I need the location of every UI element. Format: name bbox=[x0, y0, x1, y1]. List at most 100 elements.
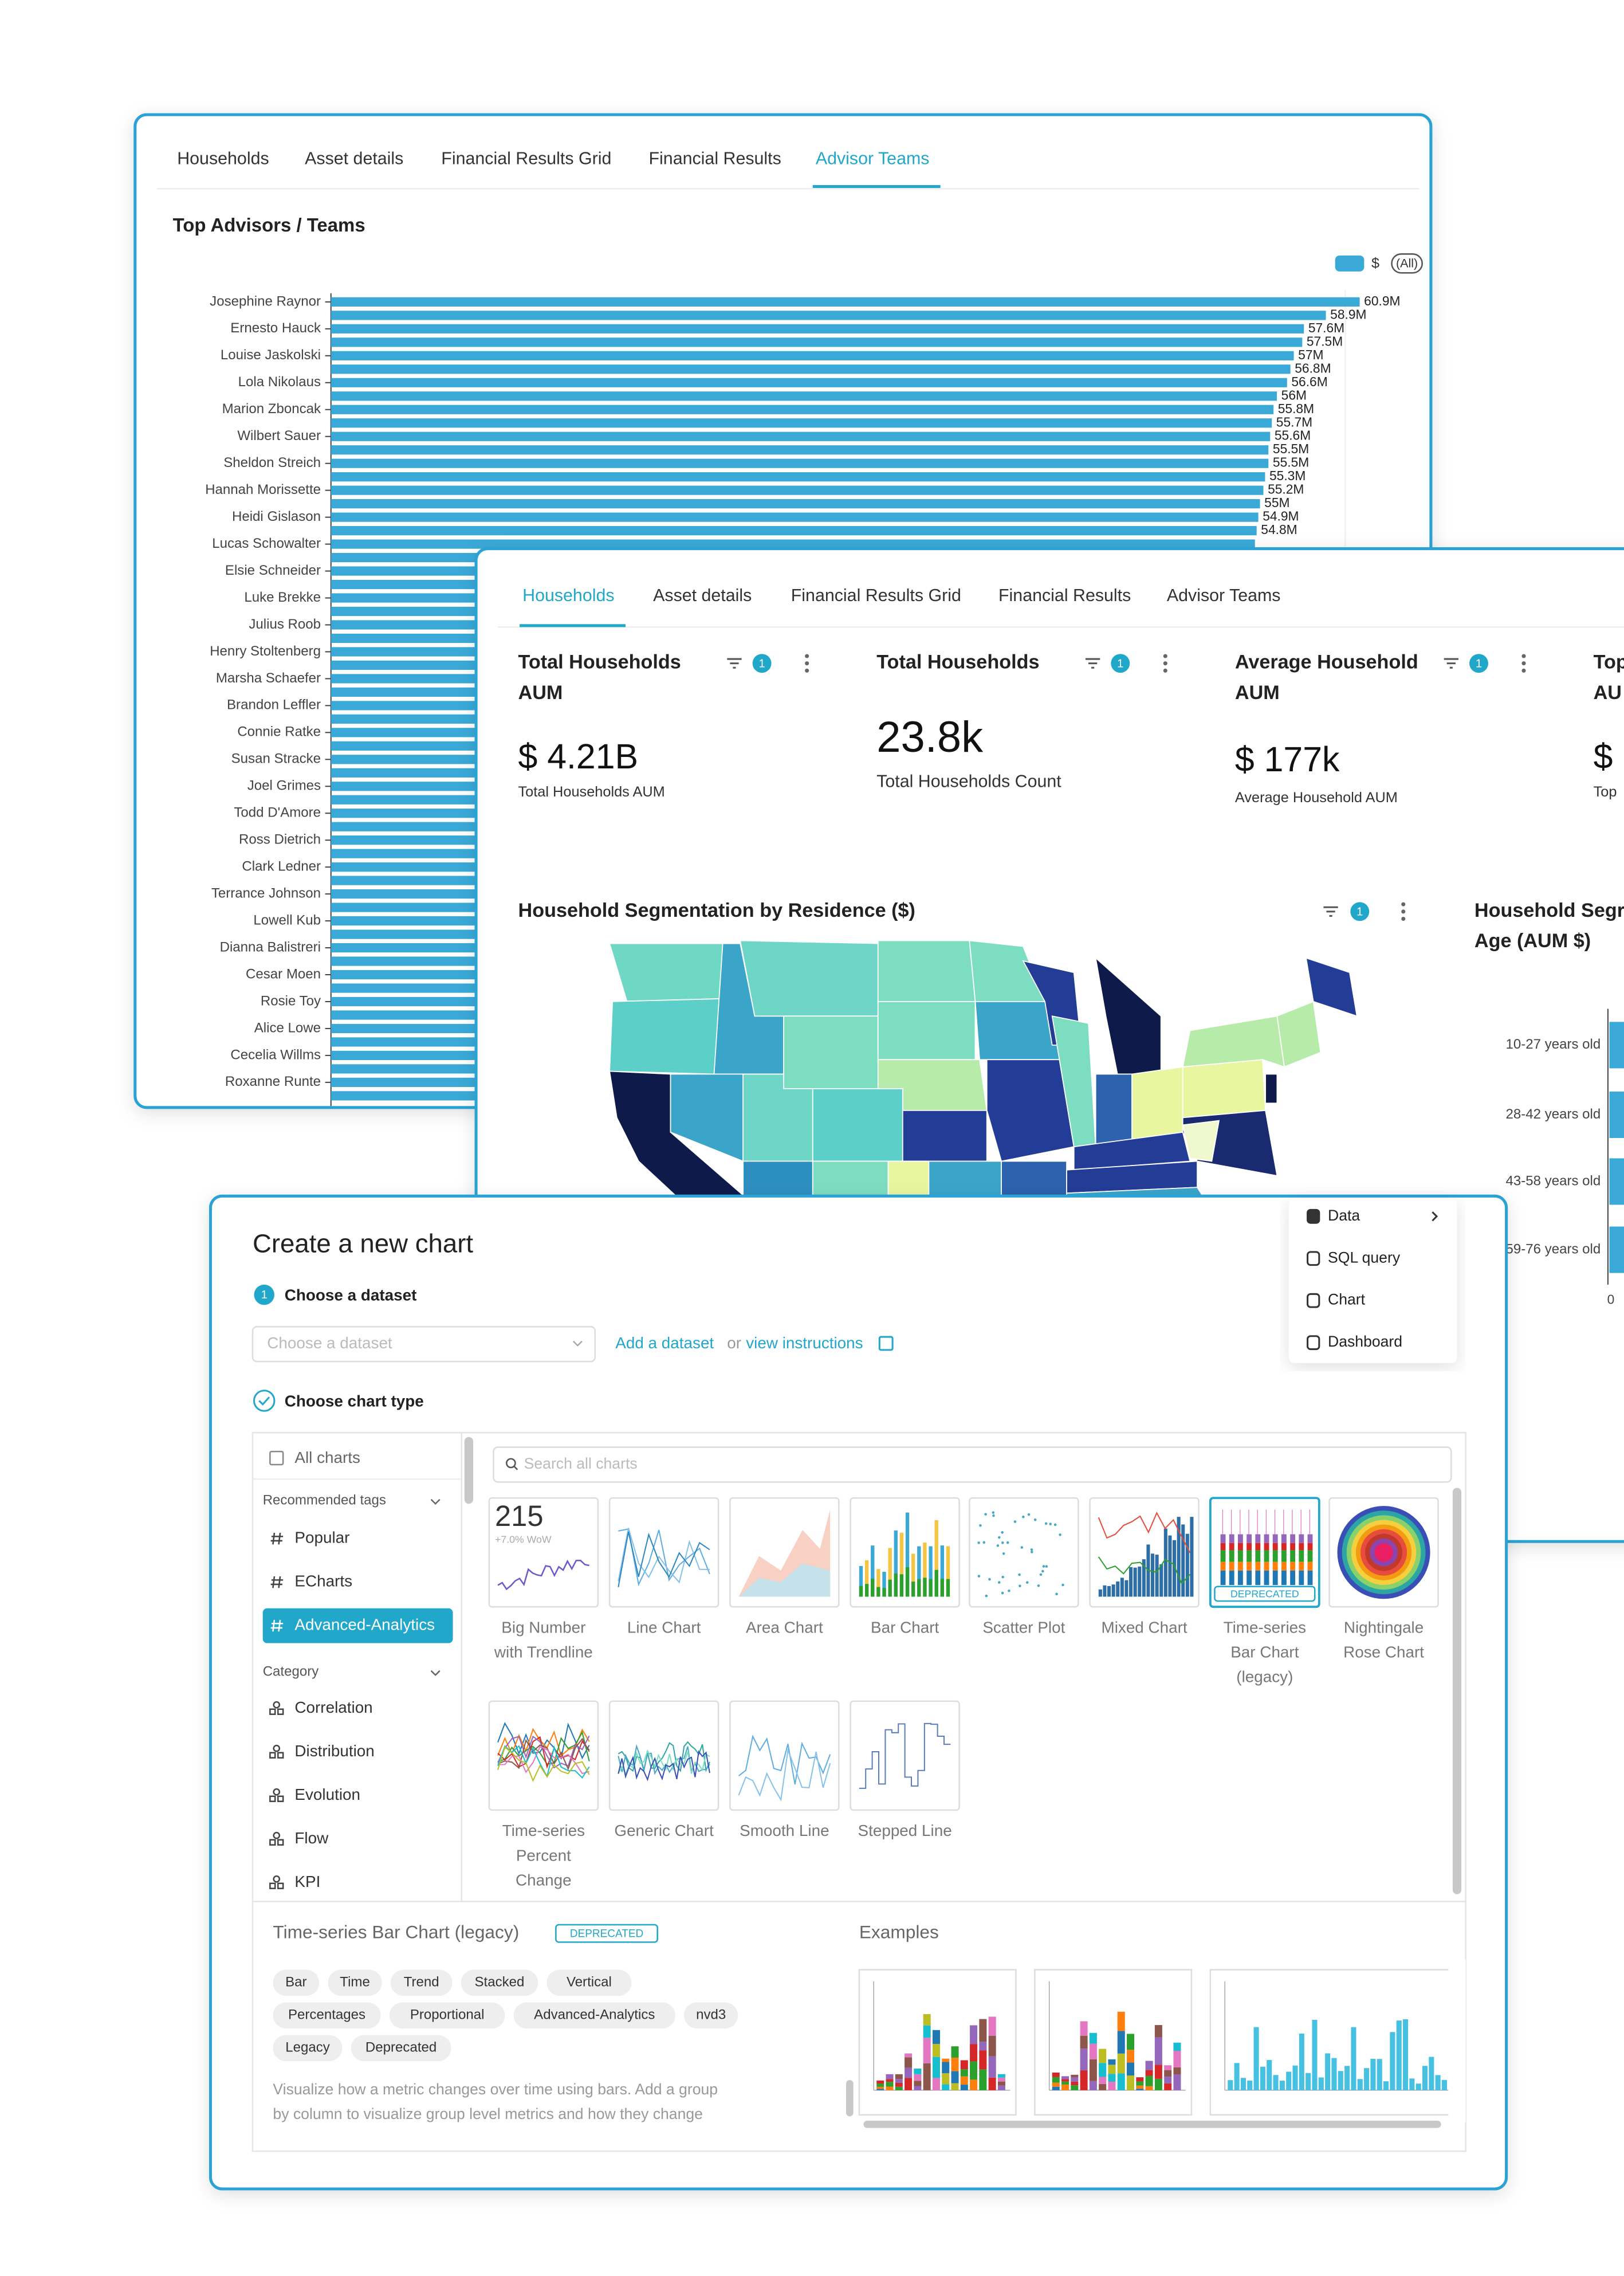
chart-thumbnail[interactable]: DEPRECATED bbox=[1209, 1497, 1320, 1608]
chart-thumbnail[interactable] bbox=[729, 1700, 840, 1811]
tab[interactable]: Financial Results Grid bbox=[791, 586, 961, 605]
chart-type-label[interactable]: Big Number bbox=[501, 1619, 585, 1637]
chart-type-label[interactable]: with Trendline bbox=[494, 1643, 593, 1661]
more-menu[interactable] bbox=[1521, 661, 1526, 666]
legend-filter-pill[interactable] bbox=[1391, 253, 1423, 274]
kpi-value: $ bbox=[1594, 737, 1613, 776]
example-bar bbox=[895, 2074, 903, 2079]
chart-type-label[interactable]: Bar Chart bbox=[871, 1619, 939, 1637]
example-bar bbox=[1145, 2061, 1153, 2070]
sidebar-item[interactable]: Distribution bbox=[294, 1742, 374, 1760]
example-bar bbox=[923, 2025, 931, 2038]
more-menu[interactable] bbox=[1163, 661, 1167, 666]
more-menu[interactable] bbox=[1521, 668, 1526, 673]
selected-tag[interactable] bbox=[262, 1608, 453, 1643]
menu-icon bbox=[1307, 1208, 1320, 1224]
tag-pill bbox=[684, 2002, 738, 2029]
link[interactable]: view instructions bbox=[746, 1334, 863, 1352]
sidebar-item[interactable]: ECharts bbox=[294, 1572, 352, 1590]
bar bbox=[331, 445, 1269, 455]
chart-type-label[interactable]: Scatter Plot bbox=[982, 1619, 1065, 1637]
menu-item[interactable]: Data bbox=[1328, 1207, 1360, 1224]
chart-thumbnail[interactable] bbox=[608, 1700, 719, 1811]
legend-filter[interactable]: (All) bbox=[1396, 257, 1418, 270]
example-bar bbox=[988, 2016, 996, 2036]
chart-type-label[interactable]: Line Chart bbox=[627, 1619, 701, 1637]
kpi-value: $ 177k bbox=[1235, 740, 1340, 779]
dataset-select[interactable] bbox=[251, 1326, 596, 1363]
thumbnail-bar bbox=[1281, 1550, 1287, 1562]
more-menu[interactable] bbox=[1401, 902, 1406, 907]
sidebar-item[interactable]: Correlation bbox=[294, 1698, 372, 1716]
more-menu[interactable] bbox=[805, 668, 809, 673]
more-menu[interactable] bbox=[1401, 916, 1406, 921]
state bbox=[1276, 1000, 1322, 1068]
chart-thumbnail[interactable] bbox=[1089, 1497, 1200, 1608]
menu-item[interactable]: Chart bbox=[1328, 1291, 1366, 1308]
menu-item[interactable]: Dashboard bbox=[1328, 1333, 1402, 1350]
chart-type-label[interactable]: Generic Chart bbox=[614, 1822, 714, 1839]
link[interactable]: Add a dataset bbox=[615, 1334, 714, 1352]
thumbnail-bar bbox=[1290, 1534, 1296, 1543]
chart-type-label[interactable]: Stepped Line bbox=[858, 1822, 952, 1839]
chart-type-label[interactable]: Time-series bbox=[1224, 1619, 1306, 1637]
tab[interactable]: Financial Results bbox=[998, 586, 1131, 605]
menu-item[interactable]: SQL query bbox=[1328, 1249, 1401, 1266]
more-menu[interactable] bbox=[1163, 654, 1167, 658]
thumbnail-bar bbox=[1307, 1550, 1313, 1562]
thumbnail-point bbox=[1041, 1569, 1044, 1573]
example-bar bbox=[1080, 2070, 1088, 2090]
tab[interactable]: Financial Results Grid bbox=[441, 149, 611, 168]
category-icon bbox=[273, 1875, 281, 1883]
chart-type-label[interactable]: Percent bbox=[516, 1846, 571, 1864]
sidebar-item[interactable]: Advanced-Analytics bbox=[294, 1616, 435, 1634]
thumbnail-bar bbox=[923, 1577, 927, 1597]
chart-thumbnail[interactable] bbox=[608, 1497, 719, 1608]
example-image[interactable] bbox=[858, 1969, 1017, 2116]
chart-type-label[interactable]: Nightingale bbox=[1344, 1619, 1424, 1637]
chart-thumbnail[interactable] bbox=[488, 1700, 599, 1811]
more-menu[interactable] bbox=[805, 654, 809, 658]
tab[interactable]: Financial Results bbox=[649, 149, 781, 168]
thumbnail-bar bbox=[1299, 1534, 1304, 1543]
tab[interactable]: Households bbox=[522, 586, 614, 605]
sidebar-item[interactable]: Flow bbox=[294, 1829, 329, 1847]
more-menu[interactable] bbox=[1401, 909, 1406, 914]
chart-type-label[interactable]: Bar Chart bbox=[1230, 1643, 1299, 1661]
example-bar bbox=[1052, 2086, 1060, 2090]
example-bar bbox=[1136, 2085, 1144, 2089]
chart-thumbnail[interactable] bbox=[1328, 1497, 1439, 1608]
more-menu[interactable] bbox=[805, 661, 809, 666]
tab[interactable]: Households bbox=[177, 149, 269, 168]
search-box[interactable] bbox=[493, 1446, 1452, 1483]
more-menu[interactable] bbox=[1163, 668, 1167, 673]
tab[interactable]: Advisor Teams bbox=[1167, 586, 1281, 605]
thumbnail-point bbox=[992, 1511, 995, 1514]
tab[interactable]: Asset details bbox=[653, 586, 752, 605]
chart-type-label[interactable]: Area Chart bbox=[746, 1619, 823, 1637]
chart-type-label[interactable]: (legacy) bbox=[1236, 1668, 1293, 1686]
tab[interactable]: Advisor Teams bbox=[816, 149, 930, 168]
chart-thumbnail[interactable] bbox=[969, 1497, 1079, 1608]
chart-type-label[interactable]: Change bbox=[516, 1871, 572, 1889]
chart-thumbnail[interactable] bbox=[729, 1497, 840, 1608]
example-image[interactable] bbox=[1209, 1969, 1458, 2116]
state bbox=[1305, 957, 1358, 1017]
sidebar-item[interactable]: KPI bbox=[294, 1873, 320, 1890]
chart-thumbnail[interactable] bbox=[850, 1497, 960, 1608]
thumbnail-bar bbox=[1246, 1550, 1252, 1562]
chart-type-label[interactable]: Time-series bbox=[502, 1822, 585, 1839]
chart-title: Age (AUM $) bbox=[1474, 930, 1591, 952]
chart-type-label[interactable]: Smooth Line bbox=[740, 1822, 829, 1839]
chart-thumbnail[interactable] bbox=[850, 1700, 960, 1811]
chart-type-label[interactable]: Mixed Chart bbox=[1102, 1619, 1187, 1637]
sidebar-item[interactable]: Evolution bbox=[294, 1786, 360, 1803]
tab[interactable]: Asset details bbox=[305, 149, 403, 168]
chart-type-label[interactable]: Rose Chart bbox=[1343, 1643, 1424, 1661]
more-menu[interactable] bbox=[1521, 654, 1526, 658]
sidebar-item[interactable]: Popular bbox=[294, 1529, 349, 1547]
chart-thumbnail[interactable]: 215+7.0% WoW bbox=[488, 1497, 599, 1608]
sidebar-item[interactable]: All charts bbox=[294, 1449, 360, 1466]
thumbnail-bar bbox=[1237, 1550, 1243, 1562]
example-image[interactable] bbox=[1034, 1969, 1193, 2116]
